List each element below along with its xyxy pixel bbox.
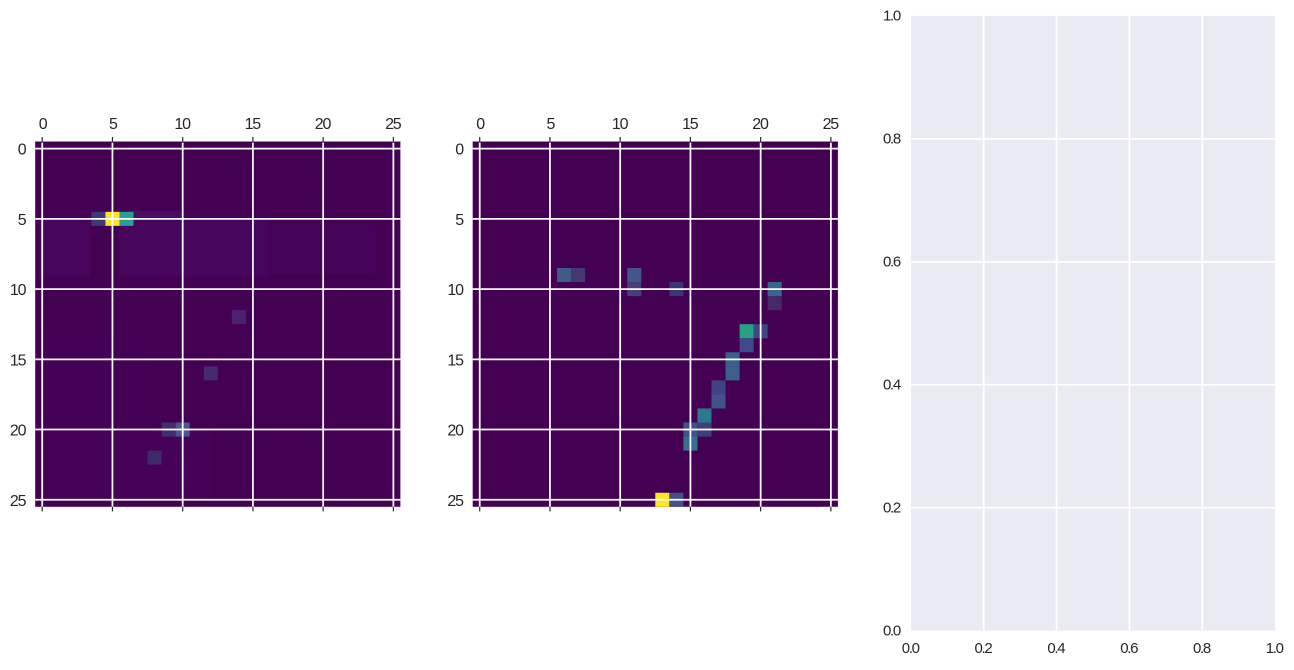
svg-text:20: 20 [315, 116, 332, 133]
svg-text:5: 5 [18, 212, 27, 229]
svg-text:0.4: 0.4 [1047, 640, 1065, 657]
svg-text:0.0: 0.0 [883, 623, 901, 640]
svg-text:0.8: 0.8 [883, 131, 901, 148]
svg-text:10: 10 [612, 116, 629, 133]
svg-text:25: 25 [823, 116, 840, 133]
svg-text:0: 0 [18, 142, 27, 159]
svg-text:1.0: 1.0 [883, 8, 901, 25]
svg-text:0.8: 0.8 [1193, 640, 1211, 657]
svg-text:0.4: 0.4 [883, 377, 901, 394]
svg-text:5: 5 [547, 116, 556, 133]
svg-text:20: 20 [447, 423, 464, 440]
svg-text:1.0: 1.0 [1266, 640, 1284, 657]
svg-text:0.6: 0.6 [1120, 640, 1138, 657]
svg-text:15: 15 [682, 116, 699, 133]
svg-text:0: 0 [476, 116, 485, 133]
svg-text:5: 5 [455, 212, 464, 229]
svg-text:20: 20 [10, 423, 27, 440]
svg-text:15: 15 [245, 116, 262, 133]
svg-text:15: 15 [10, 352, 27, 369]
svg-text:15: 15 [447, 352, 464, 369]
svg-text:0.6: 0.6 [883, 254, 901, 271]
svg-text:0: 0 [39, 116, 48, 133]
svg-text:0.2: 0.2 [883, 500, 901, 517]
svg-text:20: 20 [752, 116, 769, 133]
svg-text:25: 25 [385, 116, 402, 133]
svg-text:25: 25 [10, 493, 27, 510]
svg-text:5: 5 [109, 116, 118, 133]
svg-text:0: 0 [455, 142, 464, 159]
svg-text:0.0: 0.0 [902, 640, 920, 657]
svg-text:10: 10 [174, 116, 191, 133]
svg-text:0.2: 0.2 [975, 640, 993, 657]
svg-text:10: 10 [447, 282, 464, 299]
svg-text:25: 25 [447, 493, 464, 510]
svg-text:10: 10 [10, 282, 27, 299]
